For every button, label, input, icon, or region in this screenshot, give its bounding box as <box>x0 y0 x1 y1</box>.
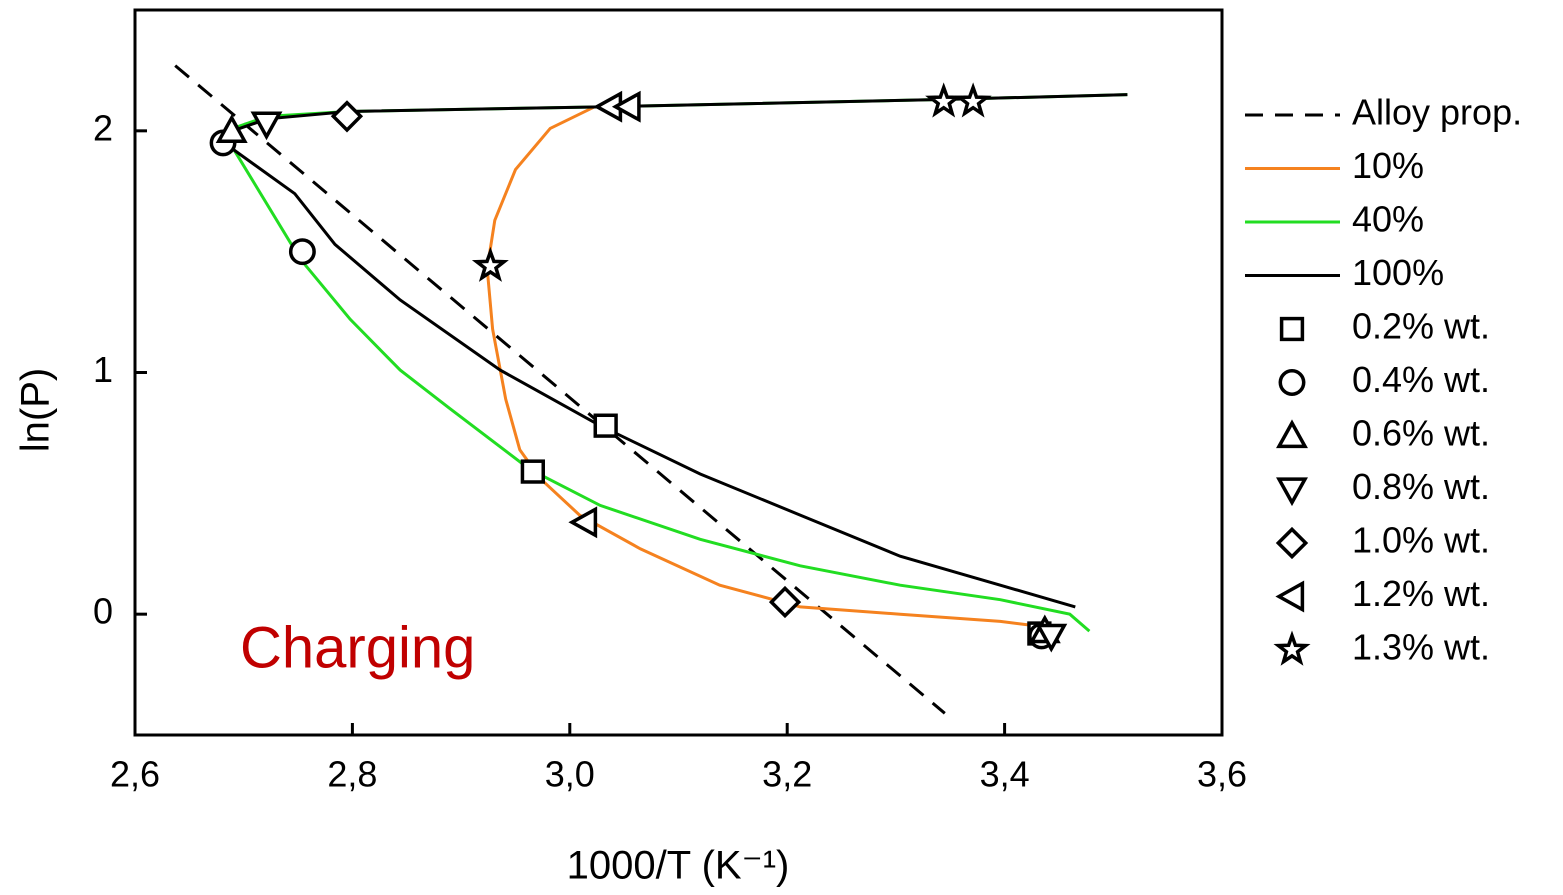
legend-label: 40% <box>1352 199 1424 240</box>
legend-marker <box>1276 477 1308 507</box>
x-tick-label: 3,4 <box>980 754 1030 795</box>
series-line <box>231 93 1128 633</box>
legend-label: 10% <box>1352 145 1424 186</box>
y-tick-label: 1 <box>93 349 113 390</box>
legend-label: 0.8% wt. <box>1352 466 1490 507</box>
x-tick-label: 3,0 <box>545 754 595 795</box>
legend-label: 0.2% wt. <box>1352 306 1490 347</box>
legend-marker <box>1279 316 1305 342</box>
marker <box>215 114 248 143</box>
marker <box>611 90 641 123</box>
x-axis-title: 1000/T (K⁻¹) <box>567 844 790 888</box>
y-axis-title: ln(P) <box>14 368 58 452</box>
legend-marker <box>1278 369 1306 396</box>
marker <box>250 111 283 141</box>
legend-label: 1.2% wt. <box>1352 573 1490 614</box>
legend-marker <box>1275 526 1309 560</box>
x-tick-label: 3,6 <box>1197 754 1247 795</box>
legend-label: 1.0% wt. <box>1352 520 1490 561</box>
marker <box>288 238 316 266</box>
marker <box>568 506 598 539</box>
legend-label: Alloy prop. <box>1352 92 1522 133</box>
legend-marker <box>1276 419 1308 449</box>
marker <box>593 413 618 438</box>
marker <box>471 246 509 282</box>
legend-label: 100% <box>1352 252 1444 293</box>
x-tick-label: 2,6 <box>110 754 160 795</box>
marker <box>1035 623 1068 653</box>
x-tick-label: 3,2 <box>762 754 812 795</box>
legend-label: 0.6% wt. <box>1352 413 1490 454</box>
legend-label: 1.3% wt. <box>1352 627 1490 668</box>
series-line <box>174 64 946 715</box>
legend-label: 0.4% wt. <box>1352 359 1490 400</box>
series-line <box>485 105 1040 628</box>
marker <box>954 82 992 118</box>
legend-marker <box>1273 630 1311 666</box>
marker <box>925 82 963 118</box>
marker <box>520 459 545 484</box>
y-tick-label: 0 <box>93 591 113 632</box>
marker <box>768 585 802 619</box>
marker <box>330 100 364 133</box>
y-tick-label: 2 <box>93 107 113 148</box>
annotation: Charging <box>240 615 475 680</box>
x-tick-label: 2,8 <box>327 754 377 795</box>
legend-marker <box>1275 580 1305 613</box>
